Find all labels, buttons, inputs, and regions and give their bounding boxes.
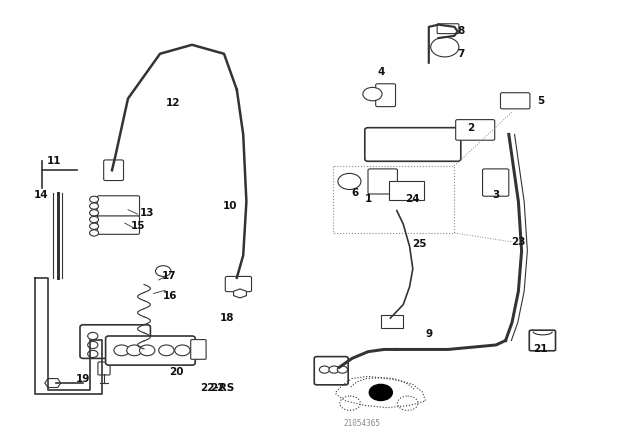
Circle shape	[127, 345, 142, 356]
Circle shape	[88, 350, 98, 358]
Text: 17: 17	[163, 271, 177, 280]
Text: 4: 4	[377, 67, 385, 77]
Circle shape	[338, 173, 361, 190]
Circle shape	[90, 230, 99, 236]
Text: 18: 18	[220, 313, 234, 323]
Circle shape	[363, 87, 382, 101]
Text: 25: 25	[412, 239, 426, 249]
Text: 3: 3	[492, 190, 500, 200]
Circle shape	[369, 384, 392, 401]
Text: 21: 21	[534, 345, 548, 354]
Circle shape	[90, 223, 99, 229]
FancyBboxPatch shape	[500, 93, 530, 109]
FancyBboxPatch shape	[365, 128, 461, 161]
Polygon shape	[234, 289, 246, 298]
Text: 5: 5	[537, 96, 545, 106]
Text: 20: 20	[169, 367, 183, 377]
Circle shape	[337, 366, 348, 373]
Text: 6: 6	[351, 188, 359, 198]
Circle shape	[90, 203, 99, 209]
Text: 22: 22	[211, 383, 225, 392]
Circle shape	[90, 210, 99, 216]
Circle shape	[88, 332, 98, 340]
FancyBboxPatch shape	[437, 24, 459, 34]
FancyBboxPatch shape	[80, 325, 150, 358]
FancyBboxPatch shape	[225, 276, 252, 292]
Circle shape	[88, 341, 98, 349]
FancyBboxPatch shape	[106, 336, 195, 365]
FancyBboxPatch shape	[98, 362, 110, 375]
Text: 2: 2	[467, 123, 474, 133]
Text: 1: 1	[364, 194, 372, 204]
Text: 8: 8	[457, 26, 465, 36]
FancyBboxPatch shape	[97, 216, 140, 234]
Circle shape	[329, 366, 339, 373]
Text: 9: 9	[425, 329, 433, 339]
Circle shape	[319, 366, 330, 373]
Text: 7: 7	[457, 49, 465, 59]
Text: 24: 24	[406, 194, 420, 204]
Text: 23: 23	[511, 237, 525, 247]
FancyBboxPatch shape	[483, 169, 509, 196]
Circle shape	[90, 216, 99, 223]
FancyBboxPatch shape	[529, 330, 556, 351]
Circle shape	[140, 345, 155, 356]
FancyBboxPatch shape	[456, 120, 495, 140]
FancyBboxPatch shape	[314, 357, 348, 385]
FancyBboxPatch shape	[376, 84, 396, 107]
Text: 22-RS: 22-RS	[200, 383, 235, 392]
Circle shape	[159, 345, 174, 356]
Polygon shape	[45, 379, 61, 388]
Text: 16: 16	[163, 291, 177, 301]
Circle shape	[397, 396, 418, 410]
Text: 13: 13	[140, 208, 154, 218]
Circle shape	[175, 345, 190, 356]
FancyBboxPatch shape	[104, 160, 124, 181]
Circle shape	[90, 196, 99, 202]
FancyBboxPatch shape	[368, 169, 397, 194]
Text: 10: 10	[223, 201, 237, 211]
Circle shape	[114, 345, 129, 356]
FancyBboxPatch shape	[97, 196, 140, 216]
Circle shape	[431, 37, 459, 57]
Circle shape	[340, 396, 360, 410]
Text: 19: 19	[76, 374, 90, 383]
Text: 14: 14	[35, 190, 49, 200]
Circle shape	[156, 266, 171, 276]
Text: 21054365: 21054365	[343, 419, 380, 428]
FancyBboxPatch shape	[381, 315, 403, 328]
FancyBboxPatch shape	[389, 181, 424, 200]
Text: 11: 11	[47, 156, 61, 166]
Text: 15: 15	[131, 221, 145, 231]
FancyBboxPatch shape	[191, 340, 206, 359]
Text: 12: 12	[166, 98, 180, 108]
